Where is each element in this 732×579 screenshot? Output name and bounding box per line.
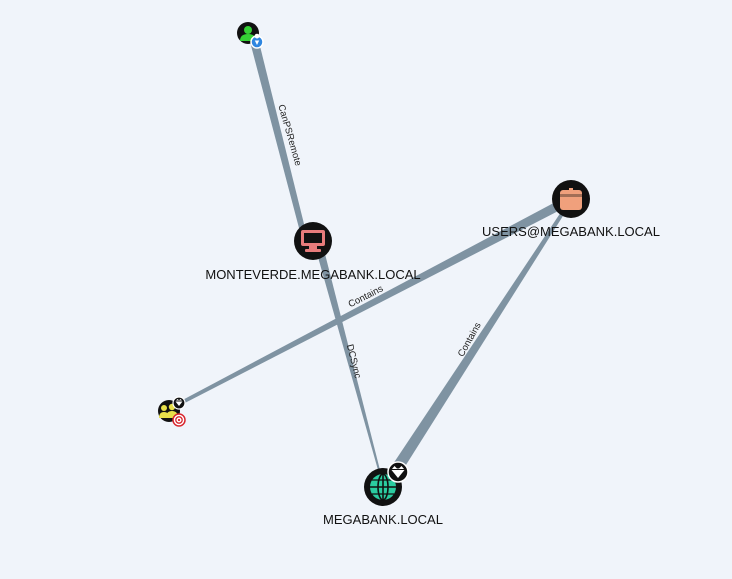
- node-label-domain: MEGABANK.LOCAL: [323, 512, 443, 527]
- computer-icon: [301, 230, 325, 252]
- edge-label-dcsync: DCSync: [344, 343, 363, 380]
- group-icon: [159, 403, 178, 418]
- node-label-users: USERS@MEGABANK.LOCAL: [482, 224, 660, 239]
- globe-icon: [370, 473, 396, 501]
- node-user[interactable]: [237, 22, 264, 49]
- crown-icon: [387, 461, 409, 483]
- node-users-group[interactable]: USERS@MEGABANK.LOCAL: [482, 180, 660, 239]
- box-icon: [560, 188, 582, 210]
- node-group[interactable]: [158, 396, 186, 427]
- node-label-monteverde: MONTEVERDE.MEGABANK.LOCAL: [205, 267, 420, 282]
- node-monteverde[interactable]: MONTEVERDE.MEGABANK.LOCAL: [205, 222, 421, 282]
- crown-icon: [172, 396, 186, 410]
- node-domain[interactable]: MEGABANK.LOCAL: [323, 461, 443, 527]
- target-icon: [172, 413, 186, 427]
- pin-icon: [250, 33, 264, 49]
- edge-canpsremote[interactable]: CanPSRemote: [249, 38, 305, 228]
- edge-dcsync[interactable]: DCSync: [316, 250, 380, 470]
